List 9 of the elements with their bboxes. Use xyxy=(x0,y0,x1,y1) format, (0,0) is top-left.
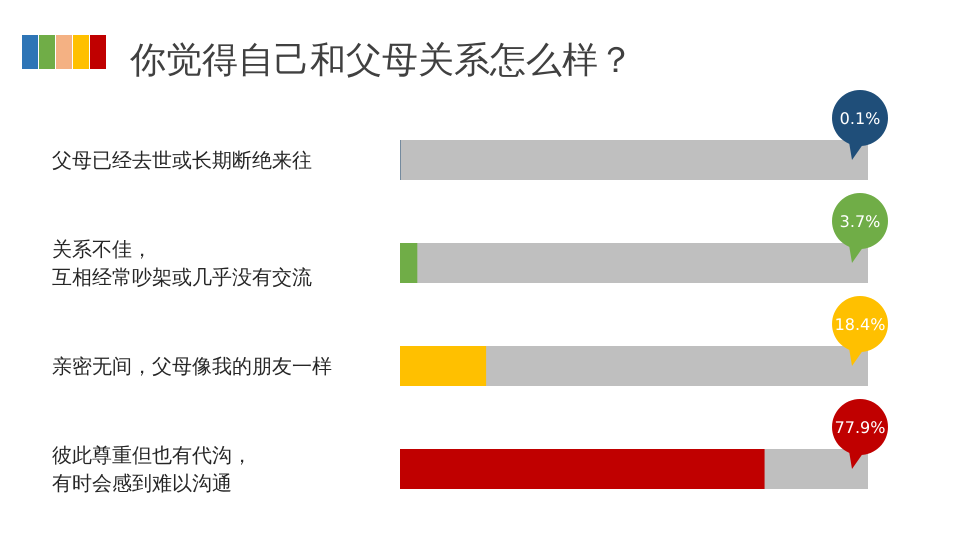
data-label: 0.1% xyxy=(840,109,880,128)
y-tick-label: 彼此尊重但也有代沟，有时会感到难以沟通 xyxy=(52,443,252,495)
y-tick-label: 父母已经去世或长期断绝来往 xyxy=(52,148,312,172)
y-tick-label: 关系不佳，互相经常吵架或几乎没有交流 xyxy=(52,237,312,289)
y-tick-label: 亲密无间，父母像我的朋友一样 xyxy=(52,354,332,378)
data-label: 3.7% xyxy=(840,212,880,231)
chart-title: 你觉得自己和父母关系怎么样？ xyxy=(129,40,634,81)
data-label: 77.9% xyxy=(834,418,886,437)
data-label: 18.4% xyxy=(834,315,886,334)
